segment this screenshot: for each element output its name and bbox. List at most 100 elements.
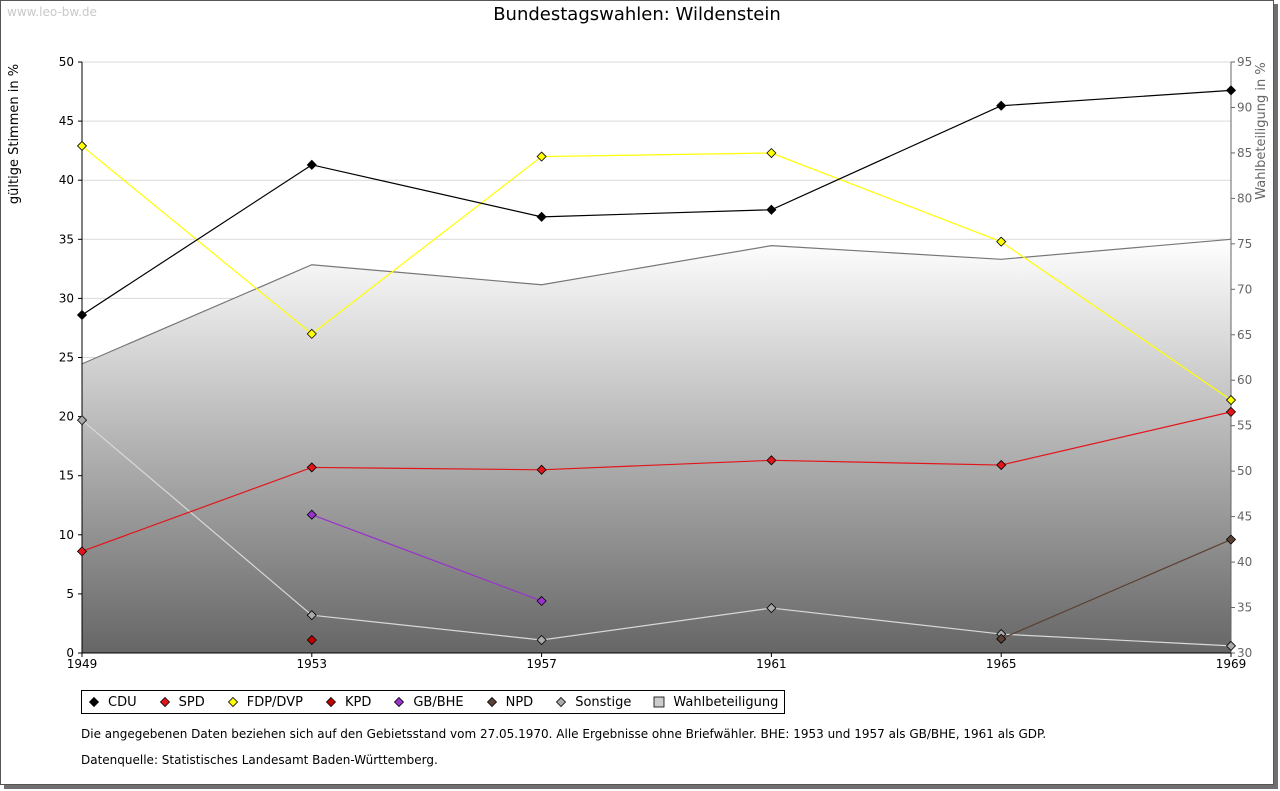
x-tick-label: 1957: [526, 657, 557, 671]
chart-plot: 0 5 10 15 20 25 30 35 40 45 50 30 35 40 45 50 55 60 65 70 75…: [7, 55, 1269, 671]
y2-tick-label: 45: [1237, 510, 1252, 524]
y2-tick-label: 50: [1237, 464, 1252, 478]
data-point-cdu: [536, 211, 547, 222]
y-tick-label: 10: [59, 528, 74, 542]
y2-tick-label: 70: [1237, 282, 1252, 296]
series-line-fdp-dvp: [81, 145, 1232, 401]
footnote-source: Datenquelle: Statistisches Landesamt Bad…: [81, 753, 438, 767]
legend-swatch-fdp-dvp: [227, 696, 238, 708]
series-line-sonstige: [81, 419, 1232, 647]
data-point-spd: [536, 464, 547, 475]
data-point-cdu: [76, 309, 88, 321]
legend: CDU SPD FDP/DVP KPD GB/BHE NPD Sonstige Wahlbet…: [81, 690, 786, 714]
series-points: [76, 85, 1237, 651]
x-tick-label: 1949: [67, 657, 98, 671]
y-tick-label: 25: [59, 351, 74, 365]
legend-item-kpd: KPD: [325, 695, 371, 710]
x-tick-label: 1953: [297, 657, 328, 671]
y2-axis-label: Wahlbeteiligung in %: [1254, 62, 1269, 199]
legend-label-fdp-dvp: FDP/DVP: [246, 694, 303, 710]
data-point-fdp-dvp: [996, 236, 1007, 247]
legend-swatch-sonstige: [556, 696, 567, 708]
data-point-npd: [1225, 534, 1237, 545]
legend-swatch-npd: [486, 696, 497, 708]
data-point-fdp-dvp: [766, 147, 777, 159]
data-point-kpd: [306, 634, 317, 646]
y2-tick-label: 30: [1237, 646, 1252, 660]
x-tick-label: 1965: [986, 657, 1017, 671]
legend-label-gb-bhe: GB/BHE: [413, 694, 464, 710]
data-point-fdp-dvp: [76, 140, 88, 151]
series-line-cdu: [81, 89, 1232, 316]
data-point-fdp-dvp: [306, 328, 317, 339]
legend-item-sonstige: Sonstige: [555, 695, 631, 710]
legend-label-wahlbeteiligung: Wahlbeteiligung: [673, 694, 779, 710]
y2-tick-label: 75: [1237, 237, 1252, 251]
y2-tick-label: 55: [1237, 419, 1252, 433]
y-tick-label: 5: [66, 587, 74, 601]
legend-swatch-kpd: [325, 696, 337, 708]
data-point-fdp-dvp: [536, 151, 547, 162]
legend-swatch-wahlbeteiligung: [653, 696, 665, 708]
series-lines: [81, 89, 1232, 647]
data-point-sonstige: [306, 610, 317, 621]
y-tick-label: 35: [59, 232, 74, 246]
legend-swatch-spd: [159, 696, 170, 708]
legend-swatch-cdu: [88, 696, 100, 708]
legend-item-npd: NPD: [486, 694, 534, 710]
legend-label-npd: NPD: [505, 694, 534, 710]
y-tick-label: 20: [59, 410, 74, 424]
y2-tick-label: 85: [1237, 146, 1252, 160]
legend-swatch-gb-bhe: [394, 696, 405, 708]
data-point-spd: [766, 455, 777, 466]
legend-item-wahlbeteiligung: Wahlbeteiligung: [653, 695, 778, 710]
data-point-cdu: [766, 204, 777, 215]
y2-tick-label: 60: [1237, 373, 1252, 387]
data-point-cdu: [1225, 85, 1237, 96]
axes: 0 5 10 15 20 25 30 35 40 45 50 30 35 40 45 50 55 60 65 70 75…: [59, 55, 1253, 671]
data-point-spd: [306, 462, 317, 473]
y-axis-label: gültige Stimmen in %: [7, 64, 22, 204]
data-point-spd: [76, 546, 88, 557]
series-line-gb-bhe: [311, 514, 542, 602]
turnout-line: [81, 238, 1232, 365]
data-point-fdp-dvp: [1225, 394, 1237, 406]
legend-item-fdp-dvp: FDP/DVP: [227, 695, 303, 710]
y-tick-label: 40: [59, 173, 74, 187]
data-point-sonstige: [1225, 640, 1237, 651]
data-point-sonstige: [766, 603, 777, 614]
legend-label-spd: SPD: [178, 694, 205, 710]
y-tick-label: 30: [59, 291, 74, 305]
series-line-spd: [81, 411, 1232, 552]
y2-tick-label: 95: [1237, 55, 1252, 69]
y2-tick-label: 65: [1237, 328, 1252, 342]
chart-title: Bundestagswahlen: Wildenstein: [493, 4, 781, 25]
data-point-npd: [996, 633, 1007, 644]
data-point-gb-bhe: [536, 595, 547, 607]
legend-label-sonstige: Sonstige: [575, 694, 632, 710]
legend-item-gb-bhe: GB/BHE: [393, 694, 464, 710]
data-point-spd: [1225, 406, 1237, 417]
y-tick-label: 0: [66, 646, 74, 660]
series-line-npd: [1000, 538, 1232, 640]
y-tick-label: 50: [59, 55, 74, 69]
x-tick-label: 1961: [756, 657, 787, 671]
x-tick-label: 1969: [1216, 657, 1247, 671]
legend-label-kpd: KPD: [344, 694, 372, 710]
y2-tick-label: 80: [1237, 191, 1252, 205]
data-point-sonstige: [536, 634, 547, 646]
y2-tick-label: 40: [1237, 555, 1252, 569]
watermark: www.leo-bw.de: [7, 5, 97, 19]
legend-item-cdu: CDU: [88, 695, 137, 710]
y2-tick-label: 35: [1237, 601, 1252, 615]
data-point-sonstige: [76, 415, 88, 426]
data-point-cdu: [306, 159, 317, 170]
turnout-area-layer: [81, 238, 1232, 654]
legend-label-cdu: CDU: [108, 694, 137, 710]
data-point-cdu: [996, 100, 1007, 111]
y2-tick-label: 90: [1237, 100, 1252, 114]
y-tick-label: 45: [59, 114, 74, 128]
legend-item-spd: SPD: [159, 695, 205, 710]
turnout-area: [82, 239, 1231, 654]
